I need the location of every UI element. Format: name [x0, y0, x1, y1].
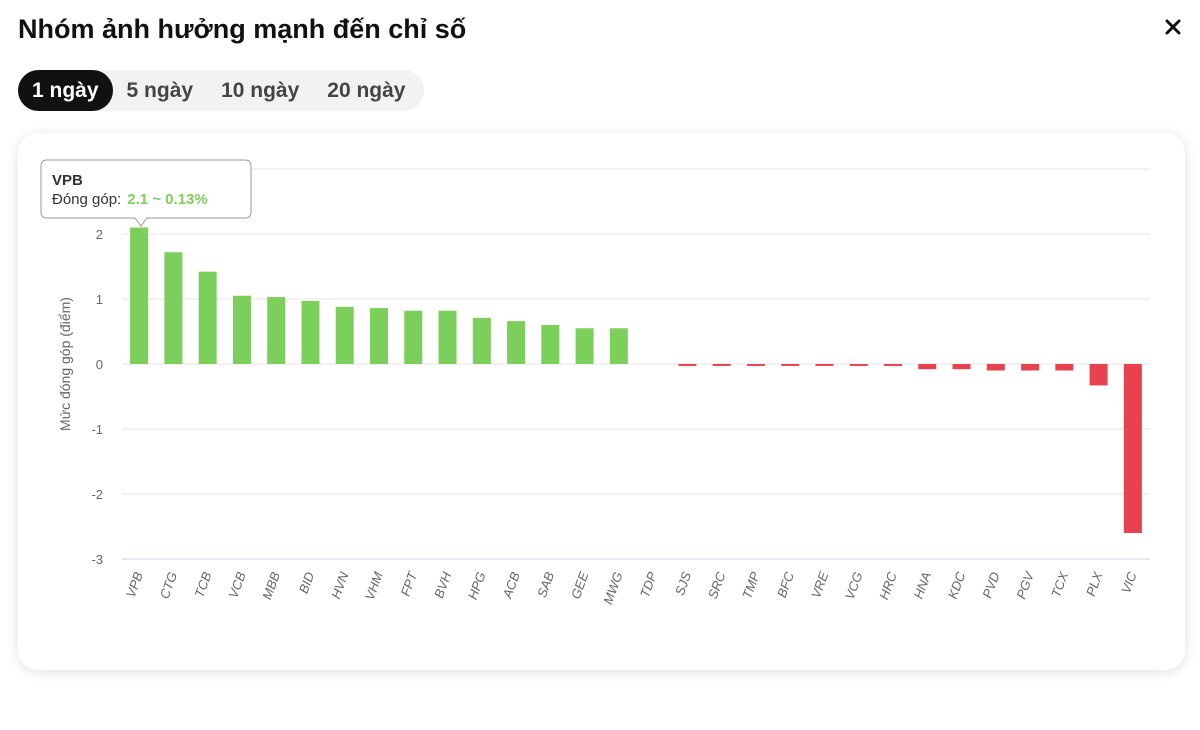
bar	[781, 364, 800, 366]
x-tick-label: PGV	[1013, 569, 1037, 601]
x-tick-label: FPT	[398, 569, 421, 598]
bar	[609, 328, 628, 364]
bar	[986, 364, 1005, 371]
x-tick-label: SAB	[534, 570, 557, 600]
period-tabs: 1 ngày 5 ngày 10 ngày 20 ngày	[18, 70, 424, 111]
x-tick-label: VHM	[362, 570, 386, 602]
title: Nhóm ảnh hưởng mạnh đến chỉ số	[18, 14, 467, 44]
tab[interactable]: 5 ngày	[113, 70, 208, 111]
x-tick-label: MWG	[600, 570, 625, 606]
bar	[438, 310, 457, 364]
x-tick-label: BVH	[431, 569, 454, 600]
bar	[918, 364, 937, 370]
bar	[849, 364, 868, 366]
x-tick-label: HRC	[876, 569, 900, 601]
x-tick-label: TMP	[739, 570, 763, 601]
bar	[712, 364, 731, 366]
bar	[404, 310, 423, 364]
bar	[1123, 364, 1142, 533]
x-tick-label: TCX	[1048, 569, 1071, 600]
x-tick-label: BID	[296, 570, 318, 595]
x-tick-label: SJS	[672, 570, 694, 598]
tooltip-label: Đóng góp:	[52, 191, 121, 208]
tab[interactable]: 1 ngày	[18, 70, 113, 111]
tooltip-value: 2.1 ~ 0.13%	[127, 191, 207, 208]
bar	[164, 252, 183, 364]
x-tick-label: HVN	[328, 569, 352, 600]
bar	[541, 325, 560, 364]
x-tick-label: GEE	[568, 570, 592, 601]
y-axis-title: Mức đóng góp (điểm)	[57, 297, 73, 431]
x-tick-label: PVD	[979, 570, 1002, 600]
bar	[575, 328, 594, 364]
x-tick-label: CTG	[157, 570, 180, 601]
tooltip-title: VPB	[52, 172, 83, 189]
bar	[1089, 364, 1108, 386]
x-tick-label: ACB	[499, 570, 523, 601]
bar	[746, 364, 765, 366]
tooltip: VPB Đóng góp: 2.1 ~ 0.13%	[40, 159, 252, 227]
x-tick-label: TCB	[191, 570, 214, 600]
close-button[interactable]	[1162, 16, 1184, 38]
bar	[1055, 364, 1074, 371]
tab[interactable]: 10 ngày	[207, 70, 313, 111]
bar	[678, 364, 697, 366]
x-tick-label: VCB	[226, 570, 249, 601]
x-tick-label: BFC	[774, 569, 797, 599]
bar	[198, 271, 217, 364]
y-tick-label: -1	[91, 422, 103, 437]
x-tick-label: SRC	[705, 569, 729, 600]
x-tick-label: MBB	[259, 570, 283, 602]
tooltip-line: Đóng góp: 2.1 ~ 0.13%	[52, 191, 208, 208]
x-tick-label: PLX	[1083, 569, 1106, 598]
y-tick-label: 1	[96, 292, 103, 307]
tab[interactable]: 20 ngày	[313, 70, 419, 111]
x-tick-label: HPG	[465, 570, 489, 602]
y-tick-label: 2	[96, 227, 103, 242]
bar	[335, 306, 354, 364]
bar	[232, 295, 251, 364]
bar	[130, 227, 149, 364]
chart-card	[18, 133, 1185, 670]
x-tick-label: HNA	[911, 570, 934, 601]
y-tick-label: 0	[96, 357, 103, 372]
bar	[1021, 364, 1040, 371]
x-tick-label: VIC	[1118, 569, 1140, 595]
bar	[267, 297, 286, 364]
x-tick-label: VCG	[842, 570, 866, 602]
x-tick-label: KDC	[945, 569, 969, 600]
bar	[301, 300, 320, 364]
tooltip-box	[40, 159, 252, 227]
x-tick-label: VRE	[808, 570, 831, 601]
bar	[884, 364, 902, 366]
bar	[370, 308, 388, 364]
y-tick-label: -3	[91, 552, 103, 567]
x-tick-label: TDP	[637, 570, 660, 600]
bar	[472, 317, 491, 364]
y-tick-label: -2	[91, 487, 103, 502]
bar	[507, 321, 526, 364]
bar	[952, 364, 971, 370]
x-tick-label: VPB	[123, 570, 146, 600]
bar	[815, 364, 834, 366]
